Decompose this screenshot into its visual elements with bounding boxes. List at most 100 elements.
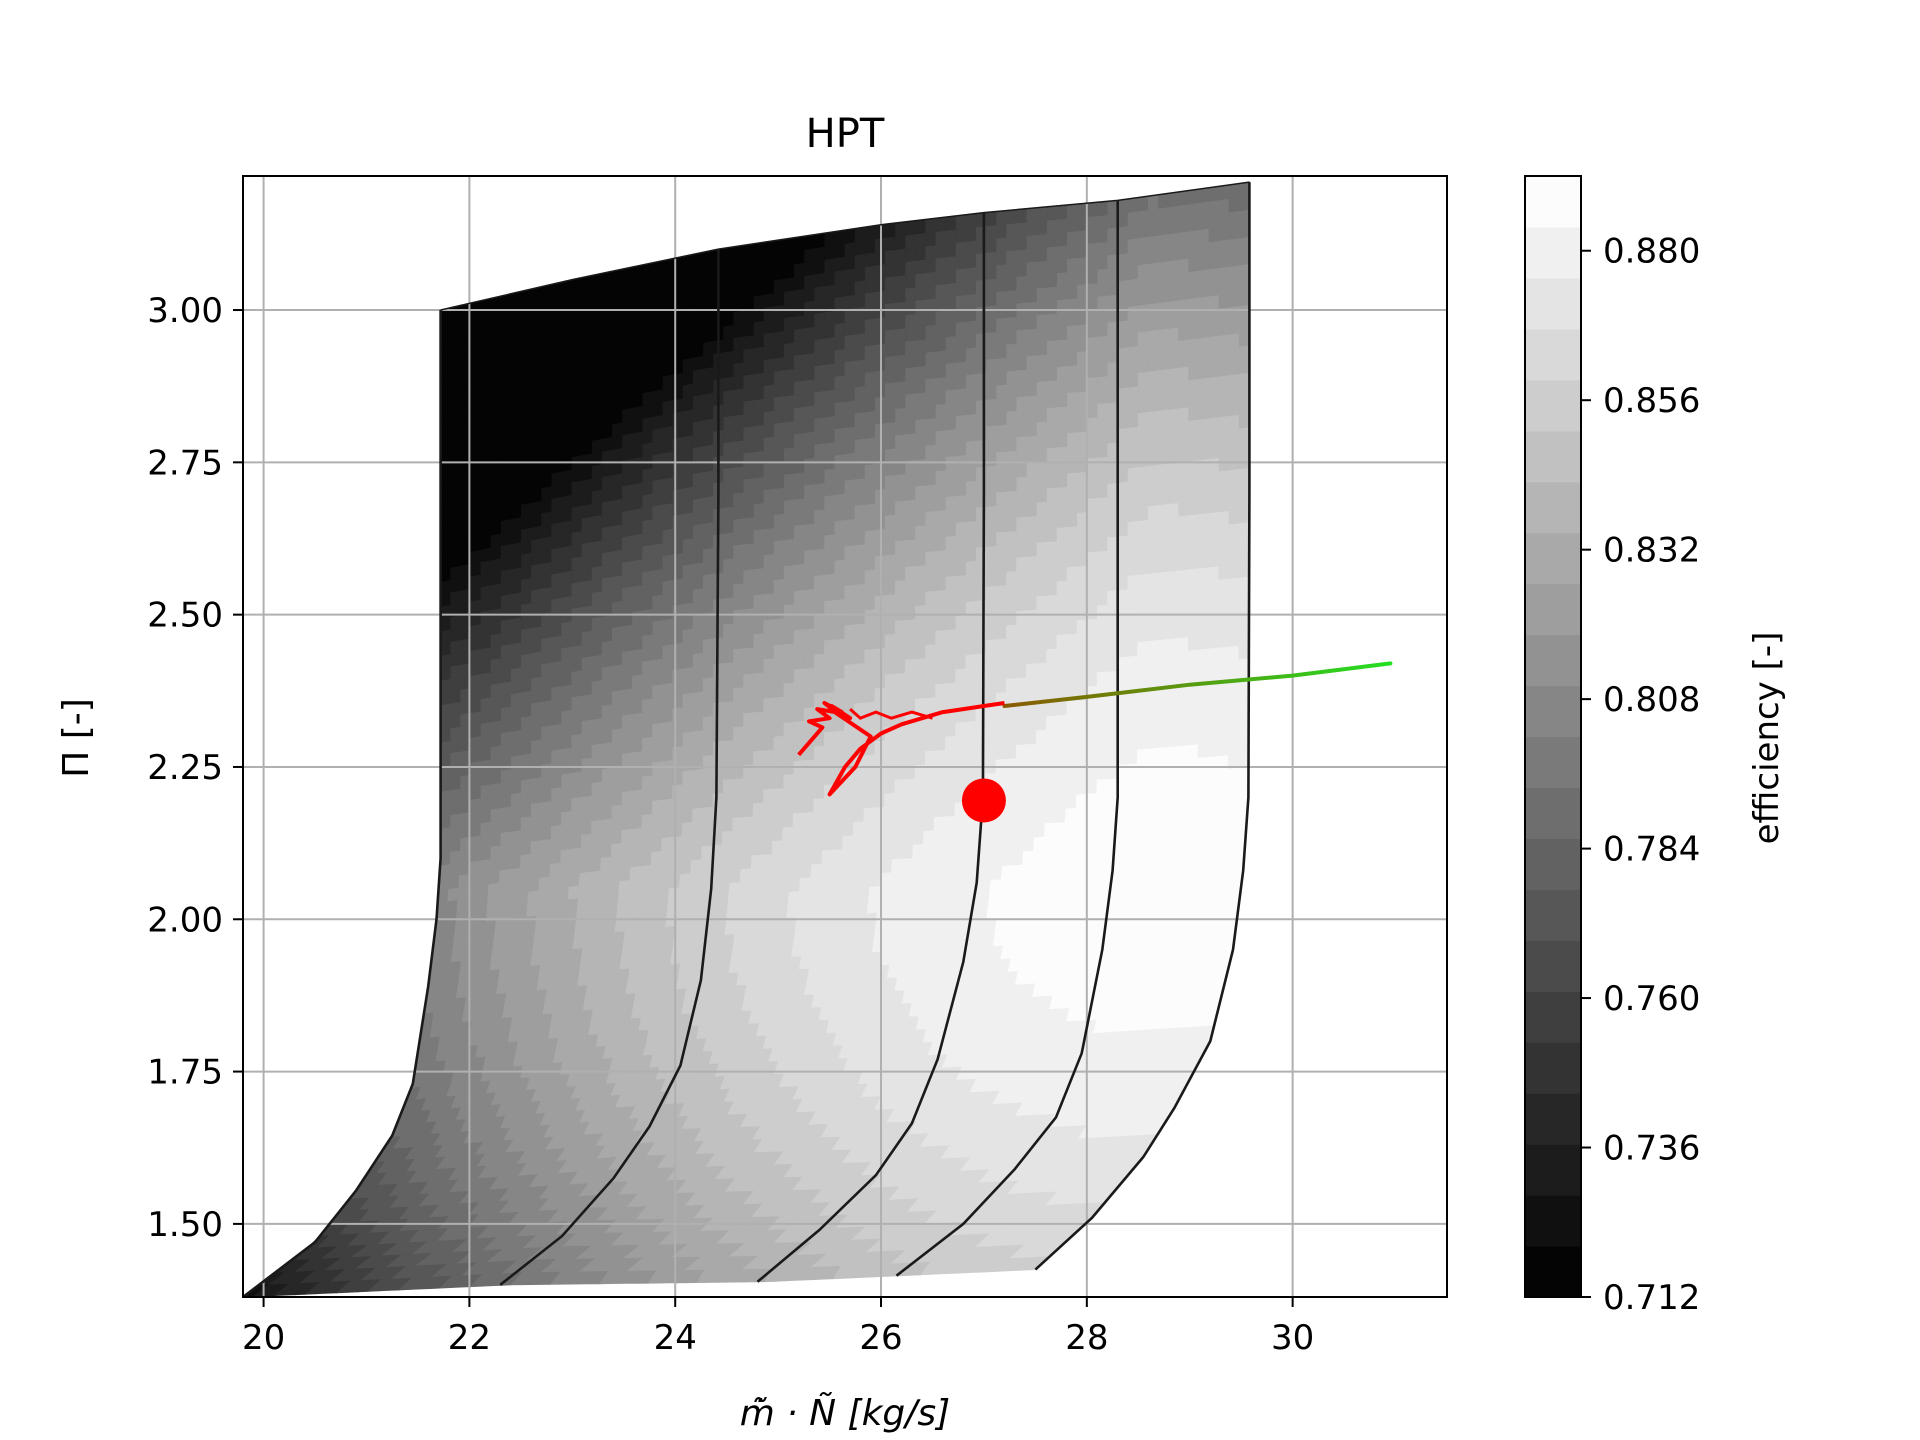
contour-cell (652, 401, 664, 417)
contour-cell (551, 786, 563, 802)
contour-cell (965, 373, 977, 389)
contour-cell (581, 794, 593, 810)
contour-cell (834, 348, 846, 364)
contour-cell (642, 287, 654, 304)
contour-cell (639, 864, 652, 879)
contour-cell (682, 472, 694, 489)
contour-cell (803, 640, 815, 656)
contour-cell (646, 901, 659, 917)
contour-cell (743, 269, 755, 285)
contour-cell (440, 443, 452, 459)
contour-cell (823, 770, 835, 785)
contour-cell (851, 846, 864, 862)
contour-cell (773, 617, 785, 633)
contour-cell (581, 617, 593, 633)
contour-cell (470, 809, 482, 825)
contour-cell (571, 441, 583, 458)
contour-cell (703, 456, 714, 473)
contour-cell (480, 559, 492, 575)
contour-cell (541, 598, 553, 614)
contour-cell (470, 747, 482, 763)
contour-cell (712, 753, 724, 768)
contour-cell (1056, 780, 1068, 796)
contour-cell (794, 471, 805, 487)
contour-cell (702, 663, 714, 679)
contour-cell (620, 853, 632, 869)
contour-cell (999, 877, 1012, 893)
contour-cell (510, 716, 522, 732)
contour-cell (621, 828, 633, 843)
contour-cell (450, 787, 462, 803)
contour-cell (695, 909, 708, 924)
contour-cell (510, 816, 522, 832)
contour-cell (858, 885, 871, 901)
contour-cell (864, 687, 876, 703)
contour-cell (925, 270, 937, 287)
contour-cell (468, 872, 481, 887)
contour-cell (500, 730, 512, 746)
contour-cell (1056, 392, 1068, 408)
contour-cell (682, 756, 694, 772)
contour-cell (612, 281, 623, 298)
contour-cell (844, 781, 855, 797)
contour-cell (1005, 623, 1018, 639)
contour-cell (1056, 579, 1068, 595)
contour-cell (864, 264, 876, 281)
contour-cell (591, 539, 603, 555)
contour-cell (1007, 890, 1021, 906)
contour-cell (1064, 820, 1076, 836)
contour-cell (935, 908, 949, 924)
contour-cell (691, 819, 704, 835)
contour-cell (1036, 447, 1048, 463)
contour-cell (703, 547, 714, 563)
contour-cell (844, 267, 856, 284)
contour-cell (1006, 543, 1018, 559)
contour-cell (905, 233, 917, 249)
contour-cell (477, 883, 490, 898)
contour-cell (763, 501, 775, 517)
contour-cell (904, 591, 917, 607)
contour-cell (753, 267, 765, 284)
contour-cell (965, 506, 977, 522)
contour-cell (612, 294, 623, 310)
contour-cell (1033, 835, 1045, 851)
contour-cell (844, 452, 856, 468)
contour-cell (692, 806, 704, 822)
contour-cell (723, 427, 735, 444)
contour-cell (551, 432, 563, 449)
contour-cell (652, 644, 664, 661)
contour-cell (733, 556, 745, 572)
contour-cell (753, 788, 765, 804)
contour-cell (793, 589, 805, 605)
contour-cell (500, 505, 512, 522)
contour-cell (1005, 663, 1017, 679)
contour-cell (925, 443, 937, 460)
contour-cell (753, 345, 765, 362)
contour-cell (510, 541, 522, 557)
contour-cell (778, 877, 791, 893)
contour-cell (692, 638, 704, 655)
contour-cell (925, 683, 936, 699)
contour-cell (1016, 328, 1028, 344)
contour-cell (671, 809, 684, 825)
contour-cell (1016, 382, 1028, 398)
contour-cell (571, 618, 583, 635)
contour-cell (813, 784, 825, 799)
contour-cell (642, 659, 654, 675)
contour-cell (920, 869, 933, 885)
contour-cell (498, 868, 511, 883)
contour-cell (622, 738, 633, 754)
contour-cell (622, 700, 633, 716)
contour-cell (889, 871, 903, 886)
contour-cell (894, 738, 906, 754)
contour-cell (692, 484, 704, 500)
contour-cell (1026, 260, 1038, 276)
contour-cell (497, 880, 510, 896)
contour-cell (1046, 299, 1058, 315)
contour-cell (682, 395, 694, 412)
contour-cell (703, 469, 714, 486)
contour-cell (741, 841, 753, 857)
contour-cell (450, 651, 462, 667)
contour-cell (500, 568, 512, 584)
contour-cell (632, 353, 644, 370)
